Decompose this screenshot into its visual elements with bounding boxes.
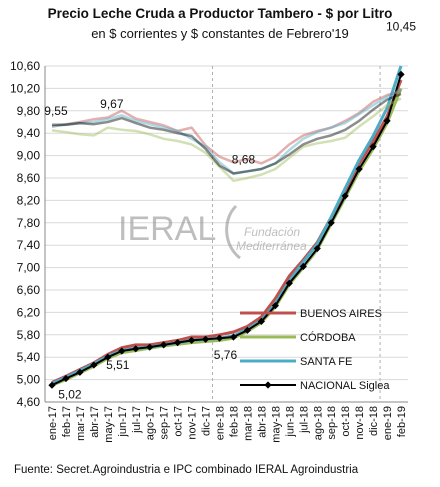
- series-point: [201, 335, 210, 343]
- axes: 4,60 5,00 5,40 5,80 6,20 6,60 7,00 7,40 7,80 8,20…: [10, 59, 408, 443]
- x-tick-label: ago-17: [145, 406, 157, 440]
- legend-marker: [264, 381, 272, 389]
- series-point: [243, 326, 252, 334]
- y-tick-label: 5,00: [17, 373, 41, 387]
- x-tick-label: abr-18: [256, 406, 268, 438]
- data-label: 9,67: [100, 97, 124, 111]
- y-tick-label: 7,00: [17, 261, 41, 275]
- y-tick-label: 4,60: [17, 395, 41, 409]
- x-tick-label: oct-18: [340, 406, 352, 437]
- legend-label: NACIONAL Siglea: [300, 380, 390, 392]
- x-tick-label: ene-18: [215, 406, 227, 440]
- legend-label: SANTA FE: [300, 356, 352, 368]
- x-tick-label: ago-18: [312, 406, 324, 440]
- grid: [45, 65, 408, 403]
- x-tick-label: jul-17: [131, 406, 143, 434]
- legend: BUENOS AIRES CÓRDOBA SANTA FE NACIONAL Sigl…: [240, 308, 390, 392]
- series-point: [62, 374, 70, 383]
- series-point: [299, 262, 307, 271]
- x-tick-label: feb-17: [61, 406, 73, 437]
- x-tick-label: jul-18: [298, 406, 310, 434]
- series-point: [48, 381, 56, 389]
- watermark-logo: IERAL Fundación Mediterránea: [118, 204, 307, 260]
- y-tick-label: 9,00: [17, 149, 41, 163]
- series-point: [285, 279, 293, 287]
- y-tick-label: 8,20: [17, 193, 41, 207]
- y-tick-label: 6,20: [17, 305, 41, 319]
- y-tick-label: 5,80: [17, 328, 41, 342]
- source-note: Fuente: Secret.Agroindustria e IPC combi…: [14, 464, 359, 476]
- y-tick-label: 10,60: [10, 59, 40, 73]
- x-tick-label: nov-17: [187, 406, 199, 440]
- data-label: 10,45: [386, 19, 416, 33]
- chart-subtitle: en $ corrientes y $ constantes de Febrer…: [91, 26, 349, 41]
- x-tick-label: mar-18: [242, 406, 254, 441]
- series-point: [369, 143, 377, 151]
- series-point: [271, 302, 279, 310]
- series-point: [229, 333, 238, 341]
- x-tick-label: jun-17: [117, 406, 129, 438]
- y-tick-label: 7,40: [17, 238, 41, 252]
- x-tick-label: nov-18: [354, 406, 366, 440]
- x-tick-label: abr-17: [89, 406, 101, 438]
- series-point: [76, 368, 84, 376]
- x-tick-label: feb-19: [396, 406, 408, 437]
- legend-label: CÓRDOBA: [300, 331, 356, 344]
- data-label: 5,02: [58, 387, 82, 401]
- y-tick-label: 8,60: [17, 171, 41, 185]
- series-point: [160, 341, 168, 349]
- x-tick-label: may-18: [270, 406, 282, 443]
- x-tick-label: oct-17: [173, 406, 185, 437]
- legend-label: BUENOS AIRES: [300, 308, 382, 320]
- watermark-ieral: IERAL: [118, 210, 216, 248]
- x-tick-label: may-17: [103, 406, 115, 443]
- series-point: [104, 353, 112, 361]
- data-label: 5,76: [214, 348, 238, 362]
- watermark-fundacion-line1: Fundación: [244, 225, 300, 239]
- series-line: [51, 97, 402, 183]
- watermark-fundacion-line2: Mediterránea: [236, 239, 307, 253]
- x-tick-label: dic-18: [368, 406, 380, 436]
- series-point: [187, 336, 196, 344]
- y-tick-label: 9,80: [17, 104, 41, 118]
- series-point: [118, 347, 126, 355]
- x-tick-label: sep-17: [159, 406, 171, 440]
- series-point: [215, 334, 224, 342]
- annotations: 9,55 9,67 8,68 10,45 5,02 5,51 5,76: [44, 19, 416, 401]
- y-tick-label: 10,20: [10, 81, 40, 95]
- x-tick-label: ene-19: [382, 406, 394, 440]
- series-point: [313, 244, 321, 253]
- x-tick-label: dic-17: [201, 406, 213, 436]
- series-point: [341, 192, 349, 200]
- x-tick-label: mar-17: [75, 406, 87, 441]
- series-point: [355, 165, 363, 173]
- watermark-swoosh: [225, 204, 241, 260]
- y-tick-label: 7,80: [17, 216, 41, 230]
- series: [48, 65, 405, 389]
- x-tick-label: jun-18: [284, 406, 296, 438]
- series-point: [383, 117, 391, 125]
- x-tick-label: ene-17: [47, 406, 59, 440]
- y-tick-label: 9,40: [17, 126, 41, 140]
- x-tick-label: sep-18: [326, 406, 338, 440]
- data-label: 9,55: [44, 104, 68, 118]
- series-line: [52, 92, 402, 175]
- series-point: [90, 361, 98, 369]
- series-point: [146, 343, 154, 351]
- chart-title: Precio Leche Cruda a Productor Tambero -…: [47, 6, 393, 21]
- series-point: [257, 317, 266, 325]
- data-label: 8,68: [232, 153, 256, 167]
- y-tick-label: 5,40: [17, 350, 41, 364]
- series-line: [51, 89, 402, 165]
- series-point: [327, 219, 335, 227]
- data-label: 5,51: [106, 358, 130, 372]
- series-point: [397, 70, 405, 78]
- series-point: [132, 345, 140, 353]
- series-point: [174, 339, 182, 347]
- x-tick-label: feb-18: [228, 406, 240, 437]
- series-line: [51, 88, 402, 175]
- y-tick-label: 6,60: [17, 283, 41, 297]
